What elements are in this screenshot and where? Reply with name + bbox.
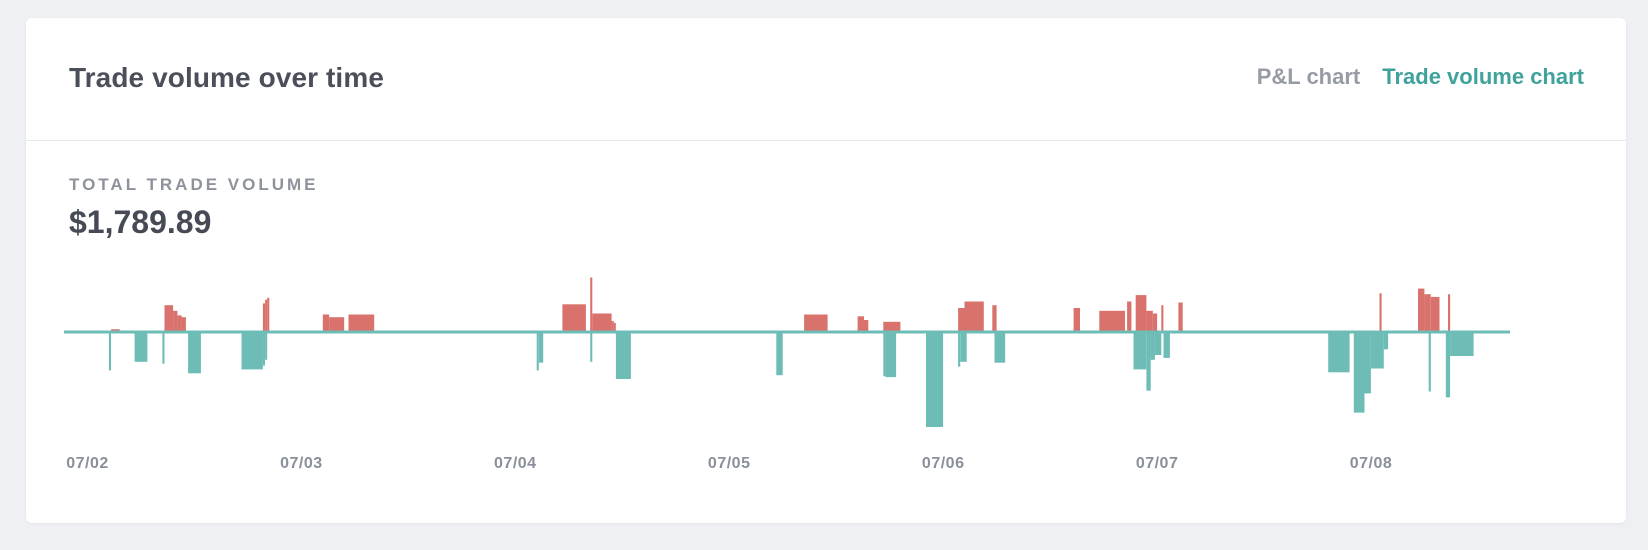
- sell-volume-bar: [883, 321, 901, 332]
- sell-volume-bar: [164, 305, 174, 332]
- sell-volume-bar: [348, 314, 375, 332]
- sell-volume-bar: [562, 304, 586, 332]
- sell-volume-bar: [173, 310, 178, 332]
- buy-volume-bar: [162, 332, 165, 364]
- sell-volume-bar: [992, 305, 997, 332]
- sell-volume-bar: [864, 320, 869, 332]
- total-trade-volume-label: TOTAL TRADE VOLUME: [69, 175, 319, 194]
- sell-volume-bar: [592, 313, 612, 332]
- buy-volume-bar: [958, 332, 961, 367]
- buy-volume-bar: [926, 332, 944, 427]
- sell-volume-bar: [1152, 313, 1158, 332]
- buy-volume-bar: [1371, 332, 1384, 369]
- sell-volume-bar: [262, 303, 265, 332]
- buy-volume-bar: [1353, 332, 1365, 413]
- tab-trade-volume-chart[interactable]: Trade volume chart: [1382, 64, 1584, 89]
- buy-volume-bar: [885, 332, 897, 378]
- x-tick-label: 07/07: [1136, 455, 1179, 472]
- sell-volume-bar: [1146, 310, 1153, 332]
- total-trade-volume-value: $1,789.89: [69, 204, 212, 240]
- sell-volume-bar: [590, 277, 593, 332]
- buy-volume-bar: [1163, 332, 1170, 358]
- sell-volume-bar: [1379, 293, 1382, 332]
- sell-volume-bar: [613, 322, 616, 332]
- buy-volume-bar: [1383, 332, 1389, 350]
- sell-volume-bar: [177, 315, 182, 332]
- sell-volume-bar: [329, 317, 345, 332]
- trade-volume-chart: 07/02 07/03 07/04 07/05 07/06 07/07 07/08: [64, 277, 1510, 472]
- sell-volume-bar: [265, 299, 268, 332]
- buy-volume-bar: [241, 332, 263, 370]
- x-tick-label: 07/08: [1350, 455, 1393, 472]
- buy-volume-bar: [1146, 332, 1151, 391]
- buy-volume-bar: [1133, 332, 1147, 370]
- x-tick-label: 07/04: [494, 455, 537, 472]
- x-axis-ticks: 07/02 07/03 07/04 07/05 07/06 07/07 07/08: [66, 455, 1392, 472]
- sell-volume-bar: [181, 317, 186, 332]
- buy-volume-bar: [536, 332, 539, 371]
- sell-volume-bar: [1424, 294, 1431, 332]
- buy-volume-bar: [1445, 332, 1451, 398]
- sell-volume-bar: [1430, 296, 1440, 332]
- buy-volume-bar: [960, 332, 967, 362]
- sell-volume-bar: [1073, 308, 1080, 332]
- sell-volume-bar: [857, 316, 864, 332]
- bars-layer: [108, 277, 1474, 427]
- sell-volume-bar: [1135, 295, 1147, 332]
- buy-volume-bar: [1428, 332, 1431, 392]
- tab-pnl-chart[interactable]: P&L chart: [1256, 64, 1361, 89]
- buy-volume-bar: [1364, 332, 1371, 394]
- x-tick-label: 07/03: [280, 455, 323, 472]
- buy-volume-bar: [134, 332, 148, 362]
- trade-volume-card: Trade volume over time P&L chart Trade v…: [26, 18, 1626, 523]
- buy-volume-bar: [994, 332, 1006, 363]
- x-tick-label: 07/06: [922, 455, 965, 472]
- sell-volume-bar: [804, 314, 828, 332]
- buy-volume-bar: [1154, 332, 1162, 355]
- sell-volume-bar: [964, 301, 984, 332]
- buy-volume-bar: [538, 332, 544, 363]
- sell-volume-bar: [1127, 301, 1132, 332]
- card-header: Trade volume over time P&L chart Trade v…: [26, 18, 1626, 141]
- buy-volume-bar: [590, 332, 593, 362]
- sell-volume-bar: [1161, 305, 1164, 332]
- x-tick-label: 07/05: [708, 455, 751, 472]
- sell-volume-bar: [1418, 288, 1425, 332]
- buy-volume-bar: [883, 332, 886, 377]
- sell-volume-bar: [1178, 302, 1183, 332]
- sell-volume-bar: [1448, 294, 1451, 332]
- sell-volume-bar: [958, 308, 965, 332]
- card-title: Trade volume over time: [69, 62, 384, 93]
- chart-tabs: P&L chart Trade volume chart: [1257, 64, 1584, 90]
- sell-volume-bar: [611, 320, 614, 332]
- buy-volume-bar: [108, 332, 111, 371]
- sell-volume-bar: [267, 297, 270, 332]
- buy-volume-bar: [615, 332, 631, 379]
- sell-volume-bar: [1099, 310, 1125, 332]
- buy-volume-bar: [188, 332, 201, 374]
- buy-volume-bar: [1150, 332, 1155, 360]
- buy-volume-bar: [1328, 332, 1350, 373]
- sell-volume-bar: [322, 314, 330, 332]
- buy-volume-bar: [776, 332, 783, 376]
- buy-volume-bar: [265, 332, 268, 360]
- x-tick-label: 07/02: [66, 455, 109, 472]
- buy-volume-bar: [262, 332, 265, 366]
- buy-volume-bar: [1450, 332, 1474, 356]
